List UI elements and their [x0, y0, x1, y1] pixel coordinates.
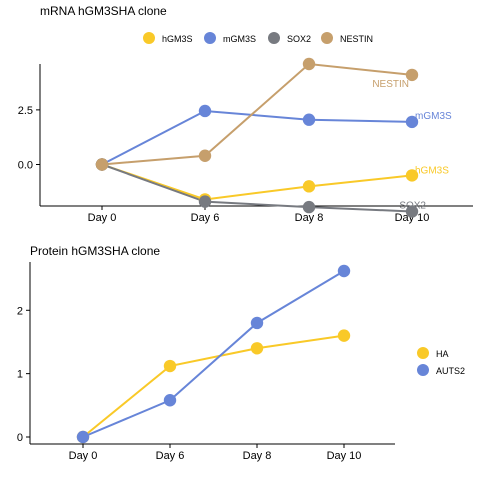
protein-legend-key-ha	[417, 347, 429, 359]
protein-y-tick-label: 0	[17, 432, 23, 444]
mrna-x-tick-label: Day 0	[88, 212, 117, 224]
mrna-legend-key-nestin	[321, 32, 333, 44]
mrna-point-hgm3s	[405, 169, 419, 182]
protein-series-line-auts2	[82, 270, 345, 438]
mrna-end-label-hgm3s: hGM3S	[415, 165, 449, 176]
protein-ticks: Day 0 Day 6 Day 8 Day 10 0 1 2	[17, 305, 362, 462]
mrna-end-label-mgm3s: mGM3S	[415, 111, 452, 122]
protein-axes	[29, 262, 395, 445]
protein-x-tick-label: Day 8	[243, 450, 272, 462]
mrna-end-label-sox2: SOX2	[399, 200, 426, 211]
mrna-point-nestin	[405, 68, 419, 82]
protein-series	[76, 264, 351, 444]
protein-x-tick-label: Day 6	[156, 450, 185, 462]
mrna-legend-label-sox2: SOX2	[287, 34, 311, 44]
mrna-series-line-sox2	[101, 163, 413, 213]
mrna-legend-key-hgm3s	[143, 32, 155, 44]
mrna-legend-label-mgm3s: mGM3S	[223, 34, 256, 44]
protein-legend-label-ha: HA	[436, 349, 449, 359]
protein-legend: HA AUTS2	[417, 347, 465, 376]
mrna-y-tick-label: 2.5	[18, 105, 33, 117]
mrna-legend-label-nestin: NESTIN	[340, 34, 373, 44]
protein-point-ha	[250, 342, 264, 355]
mrna-point-nestin	[302, 57, 316, 71]
mrna-series: hGM3S mGM3S SOX2 NESTIN	[95, 57, 452, 218]
mrna-series-line-mgm3s	[101, 109, 413, 166]
mrna-legend: hGM3S mGM3S SOX2 NESTIN	[143, 32, 373, 44]
mrna-point-sox2	[302, 200, 316, 214]
mrna-point-mgm3s	[198, 104, 212, 118]
mrna-point-sox2	[198, 195, 212, 208]
mrna-series-line-hgm3s	[101, 163, 413, 201]
protein-point-ha	[337, 329, 351, 342]
mrna-end-label-nestin: NESTIN	[372, 79, 409, 90]
protein-series-line-ha	[82, 334, 345, 438]
protein-point-auts2	[337, 264, 351, 278]
protein-x-tick-label: Day 0	[69, 450, 98, 462]
protein-legend-key-auts2	[417, 364, 429, 376]
mrna-point-nestin	[95, 158, 109, 171]
mrna-series-line-nestin	[101, 62, 413, 166]
protein-legend-label-auts2: AUTS2	[436, 366, 465, 376]
mrna-chart: mRNA hGM3SHA clone hGM3S mGM3S SOX2 NESTIN …	[18, 4, 473, 224]
protein-y-tick-label: 1	[17, 369, 23, 381]
protein-point-auts2	[250, 316, 264, 330]
protein-point-ha	[163, 359, 177, 373]
mrna-legend-key-mgm3s	[204, 32, 216, 44]
protein-chart: Protein hGM3SHA clone Day 0 Day 6 Day 8 Day…	[17, 244, 465, 462]
mrna-axes	[39, 64, 473, 207]
protein-point-auts2	[163, 394, 177, 407]
mrna-point-nestin	[198, 149, 212, 162]
mrna-chart-title: mRNA hGM3SHA clone	[40, 4, 167, 18]
mrna-x-tick-label: Day 6	[191, 212, 220, 224]
protein-point-auts2	[76, 430, 90, 444]
mrna-point-sox2	[405, 205, 419, 218]
mrna-legend-key-sox2	[268, 32, 280, 44]
mrna-ticks: Day 0 Day 6 Day 8 Day 10 0.0 2.5	[18, 105, 430, 224]
mrna-legend-label-hgm3s: hGM3S	[162, 34, 193, 44]
mrna-point-hgm3s	[302, 180, 316, 193]
protein-y-tick-label: 2	[17, 305, 23, 317]
mrna-point-mgm3s	[405, 115, 419, 129]
protein-chart-title: Protein hGM3SHA clone	[30, 244, 160, 258]
mrna-y-tick-label: 0.0	[18, 159, 33, 171]
mrna-point-mgm3s	[302, 113, 316, 126]
mrna-x-tick-label: Day 8	[295, 212, 324, 224]
mrna-x-tick-label: Day 10	[395, 212, 430, 224]
protein-x-tick-label: Day 10	[327, 450, 362, 462]
